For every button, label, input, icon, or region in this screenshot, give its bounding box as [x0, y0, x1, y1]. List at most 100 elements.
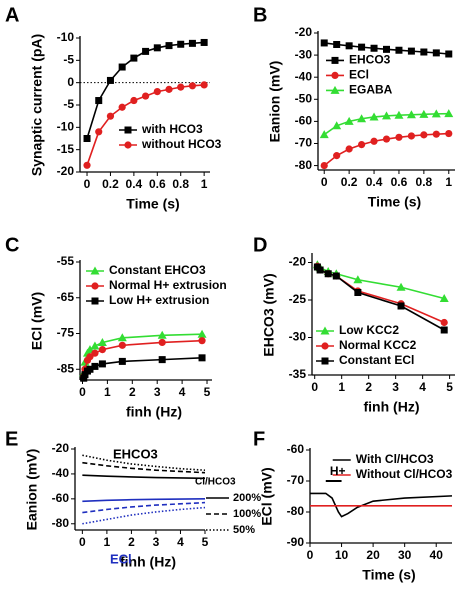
panel-label: B — [253, 4, 267, 26]
marker — [91, 282, 99, 290]
y-tick-label: -20 — [289, 255, 307, 269]
x-axis-title: Time (s) — [368, 194, 421, 210]
marker — [153, 44, 161, 52]
marker — [97, 337, 107, 346]
annotation: EHCO3 — [113, 446, 158, 461]
y-tick-label: -20 — [57, 164, 75, 178]
y-tick-label: -65 — [57, 290, 75, 304]
marker — [369, 112, 379, 121]
y-axis-title: ECl (mV) — [259, 467, 275, 525]
marker — [118, 341, 126, 349]
x-tick-label: 10 — [335, 548, 349, 562]
y-tick-label: -60 — [52, 491, 70, 505]
legend-label: Normal KCC2 — [339, 338, 417, 352]
y-axis-title: Eanion (mV) — [24, 449, 40, 531]
marker — [333, 152, 341, 160]
marker — [83, 135, 91, 142]
x-tick-label: 3 — [154, 385, 161, 399]
marker — [419, 109, 429, 118]
stimulus-label: H+ — [330, 464, 346, 478]
marker — [118, 103, 126, 111]
y-tick-label: -70 — [295, 136, 313, 150]
marker — [141, 92, 150, 100]
x-tick-label: 2 — [129, 385, 136, 399]
y-tick-label: -10 — [57, 30, 75, 44]
marker — [98, 346, 107, 354]
y-axis-title: ECl (mV) — [29, 292, 45, 350]
marker — [445, 129, 453, 138]
marker — [198, 354, 206, 362]
marker — [316, 266, 324, 274]
marker — [382, 135, 391, 143]
marker — [200, 81, 208, 89]
marker — [90, 266, 100, 275]
marker — [370, 137, 378, 145]
series-line — [82, 461, 206, 474]
series-line — [310, 492, 453, 518]
panel-label: C — [5, 234, 19, 256]
marker — [320, 39, 328, 47]
x-tick-label: 0.4 — [366, 175, 383, 189]
y-tick-label: -30 — [295, 47, 313, 61]
marker — [91, 297, 99, 305]
marker — [106, 112, 115, 120]
marker — [130, 54, 138, 62]
marker — [396, 282, 406, 291]
panel-label: D — [253, 234, 267, 256]
marker — [357, 140, 366, 149]
x-tick-label: 0.6 — [149, 177, 166, 191]
y-tick-label: -10 — [57, 120, 75, 134]
marker — [382, 111, 391, 120]
x-tick-label: 1 — [445, 175, 452, 189]
x-axis-title: finh (Hz) — [126, 404, 182, 420]
panel-label: F — [253, 428, 265, 450]
series-line — [82, 501, 206, 514]
marker — [200, 38, 208, 46]
marker — [90, 341, 100, 350]
marker — [165, 85, 173, 93]
marker — [198, 337, 206, 345]
x-tick-label: 4 — [177, 535, 184, 549]
x-axis-title: Time (s) — [126, 196, 179, 212]
y-axis-title: Synaptic current (pA) — [29, 34, 45, 176]
marker — [331, 71, 339, 79]
marker — [395, 133, 403, 141]
legend-label: Without Cl/HCO3 — [356, 467, 453, 481]
y-axis-title: EHCO3 (mV) — [261, 273, 277, 356]
marker — [197, 329, 207, 338]
marker — [420, 48, 428, 56]
legend-label: 50% — [233, 524, 255, 536]
marker — [124, 141, 132, 149]
x-tick-label: 5 — [204, 385, 211, 399]
y-tick-label: -5 — [63, 53, 74, 67]
x-tick-label: 1 — [104, 385, 111, 399]
x-tick-label: 5 — [446, 380, 453, 394]
series-line — [82, 474, 206, 480]
y-tick-label: -60 — [287, 442, 305, 456]
y-tick-label: -30 — [289, 330, 307, 344]
marker — [91, 349, 99, 357]
x-tick-label: 4 — [179, 385, 186, 399]
marker — [407, 132, 416, 140]
legend-label: ECl — [349, 68, 369, 82]
marker — [333, 40, 341, 48]
y-tick-label: -75 — [57, 326, 75, 340]
marker — [177, 83, 185, 91]
legend-label: Low H+ extrusion — [109, 293, 209, 307]
marker — [431, 109, 441, 118]
marker — [95, 128, 103, 136]
marker — [353, 275, 363, 284]
x-axis-title: Time (s) — [362, 567, 415, 583]
x-tick-label: 30 — [398, 548, 412, 562]
marker — [406, 110, 416, 119]
marker — [395, 46, 403, 54]
marker — [188, 39, 196, 47]
x-tick-label: 0.6 — [391, 175, 408, 189]
marker — [130, 96, 138, 105]
marker — [80, 374, 88, 382]
y-tick-label: 0 — [67, 75, 74, 89]
annotation: Cl/HCO3 — [195, 477, 236, 488]
marker — [91, 362, 99, 370]
marker — [370, 44, 378, 52]
